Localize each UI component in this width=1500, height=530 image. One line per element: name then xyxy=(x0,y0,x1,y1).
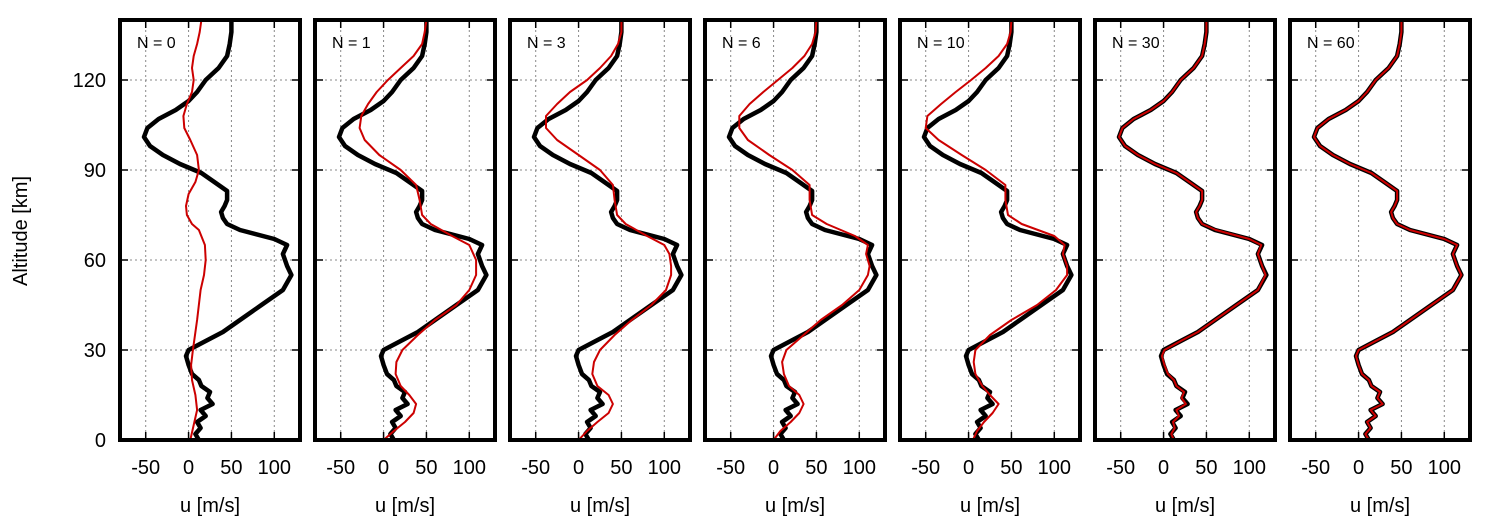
reconstruction-line xyxy=(1118,20,1267,440)
x-tick-label: -50 xyxy=(1301,457,1330,479)
panel-frame xyxy=(508,18,692,442)
panel-frame xyxy=(1288,18,1472,442)
reference-profile-line xyxy=(726,20,879,440)
panel-label: N = 30 xyxy=(1112,35,1160,52)
panel-2: N = 3 -50 0 50 100 u [m/s] xyxy=(508,18,692,517)
y-tick-label: 30 xyxy=(84,340,106,362)
x-tick-label: 0 xyxy=(183,457,194,479)
panel-frame xyxy=(1093,18,1277,442)
x-tick-label: 100 xyxy=(258,457,291,479)
x-axis-label: u [m/s] xyxy=(765,495,825,517)
x-axis-label: u [m/s] xyxy=(1155,495,1215,517)
x-tick-label: 100 xyxy=(843,457,876,479)
x-tick-label: 100 xyxy=(1233,457,1266,479)
x-tick-label: 100 xyxy=(1428,457,1461,479)
y-tick-label: 60 xyxy=(84,250,106,272)
reconstruction-line xyxy=(1313,20,1463,440)
x-tick-label: 0 xyxy=(768,457,779,479)
x-tick-label: -50 xyxy=(326,457,355,479)
reconstruction-line xyxy=(182,20,207,440)
x-tick-label: 0 xyxy=(963,457,974,479)
y-axis-label: Altitude [km] xyxy=(10,176,32,286)
panel-5: N = 30 -50 0 50 100 u [m/s] xyxy=(1093,18,1277,517)
x-tick-label: 50 xyxy=(220,457,242,479)
panel-label: N = 10 xyxy=(917,35,965,52)
panel-label: N = 60 xyxy=(1307,35,1355,52)
panel-label: N = 0 xyxy=(137,35,176,52)
panel-label: N = 1 xyxy=(332,35,371,52)
x-tick-label: 0 xyxy=(378,457,389,479)
reconstruction-line xyxy=(358,20,478,440)
x-tick-label: -50 xyxy=(131,457,160,479)
x-tick-label: -50 xyxy=(521,457,550,479)
reference-profile-line xyxy=(921,20,1074,440)
panels: N = 0 -50 0 50 100 u [m/s] 0 30 60 90 120 N = 1 -50 0… xyxy=(73,18,1472,517)
panel-label: N = 6 xyxy=(722,35,761,52)
y-tick-label: 120 xyxy=(73,70,106,92)
panel-3: N = 6 -50 0 50 100 u [m/s] xyxy=(703,18,887,517)
x-tick-label: 0 xyxy=(1353,457,1364,479)
x-tick-label: 50 xyxy=(1000,457,1022,479)
panel-frame xyxy=(898,18,1082,442)
panel-1: N = 1 -50 0 50 100 u [m/s] xyxy=(313,18,497,517)
x-tick-label: 50 xyxy=(1195,457,1217,479)
panel-frame xyxy=(313,18,497,442)
x-tick-label: 100 xyxy=(1038,457,1071,479)
x-axis-label: u [m/s] xyxy=(375,495,435,517)
panel-6: N = 60 -50 0 50 100 u [m/s] xyxy=(1288,18,1472,517)
x-tick-label: 50 xyxy=(805,457,827,479)
panel-frame xyxy=(118,18,302,442)
x-tick-label: 50 xyxy=(610,457,632,479)
reference-profile-line xyxy=(1311,20,1464,440)
panel-label: N = 3 xyxy=(527,35,566,52)
x-axis-label: u [m/s] xyxy=(180,495,240,517)
panel-0: N = 0 -50 0 50 100 u [m/s] 0 30 60 90 120 xyxy=(73,18,302,517)
x-tick-label: 100 xyxy=(648,457,681,479)
x-axis-label: u [m/s] xyxy=(570,495,630,517)
x-tick-label: -50 xyxy=(911,457,940,479)
reference-profile-line xyxy=(531,20,684,440)
x-axis-label: u [m/s] xyxy=(960,495,1020,517)
reference-profile-line xyxy=(1116,20,1269,440)
x-tick-label: 0 xyxy=(573,457,584,479)
y-tick-label: 0 xyxy=(95,430,106,452)
reference-profile-line xyxy=(336,20,489,440)
reconstruction-line xyxy=(924,20,1069,440)
x-axis-label: u [m/s] xyxy=(1350,495,1410,517)
x-tick-label: -50 xyxy=(1106,457,1135,479)
x-tick-label: 0 xyxy=(1158,457,1169,479)
reconstruction-line xyxy=(738,20,871,440)
reconstruction-line xyxy=(545,20,673,440)
y-tick-label: 90 xyxy=(84,160,106,182)
x-tick-label: 50 xyxy=(1390,457,1412,479)
x-tick-label: 100 xyxy=(453,457,486,479)
panel-4: N = 10 -50 0 50 100 u [m/s] xyxy=(898,18,1082,517)
x-tick-label: -50 xyxy=(716,457,745,479)
reference-profile-line xyxy=(141,20,294,440)
panel-frame xyxy=(703,18,887,442)
x-tick-label: 50 xyxy=(415,457,437,479)
